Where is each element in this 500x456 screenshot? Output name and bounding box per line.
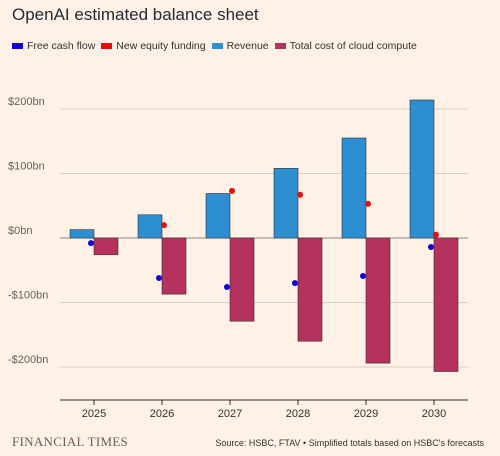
y-tick-label-0: $200bn (8, 96, 45, 108)
y-tick-label-4: -$200bn (8, 354, 48, 366)
free-cash-flow-dot-2027 (224, 284, 230, 291)
new-equity-funding-dot-2029 (365, 200, 371, 207)
new-equity-funding-dot-2026 (161, 222, 167, 229)
legend-swatch-free-cash-flow (12, 43, 23, 49)
legend-swatch-revenue (211, 43, 223, 49)
revenue-bar-2029 (341, 137, 367, 239)
revenue-bar-2026 (137, 214, 163, 239)
legend-item-new-equity-funding: New equity funding (101, 40, 206, 52)
cloud-compute-bar-2026 (161, 237, 187, 295)
new-equity-funding-dot-2030 (433, 231, 439, 238)
legend-item-cloud-compute: Total cost of cloud compute (274, 40, 417, 52)
legend-label-cloud-compute: Total cost of cloud compute (289, 40, 417, 52)
free-cash-flow-dot-2025 (88, 240, 94, 247)
x-tick-label-2029: 2029 (354, 408, 378, 420)
free-cash-flow-dot-2030 (428, 244, 434, 251)
cloud-compute-bar-2029 (365, 237, 391, 364)
revenue-bar-2025 (69, 229, 95, 239)
cloud-compute-bar-2030 (433, 237, 459, 372)
source-note: Source: HSBC, FTAV • Simplified totals b… (215, 438, 484, 448)
legend-label-free-cash-flow: Free cash flow (27, 40, 96, 52)
legend-item-revenue: Revenue (211, 40, 269, 52)
cloud-compute-bar-2027 (229, 237, 255, 322)
cloud-compute-bar-2025 (93, 237, 119, 256)
revenue-bar-2027 (205, 193, 231, 239)
ft-brand: FINANCIAL TIMES (12, 434, 129, 449)
new-equity-funding-dot-2027 (229, 187, 235, 194)
y-tick-label-3: -$100bn (8, 290, 48, 302)
revenue-bar-2030 (409, 99, 435, 239)
x-tick-label-2027: 2027 (218, 408, 242, 420)
legend: Free cash flow New equity funding Revenu… (12, 40, 423, 52)
x-tick-label-2028: 2028 (286, 408, 310, 420)
x-tick-label-2025: 2025 (82, 408, 106, 420)
free-cash-flow-dot-2026 (156, 274, 162, 281)
y-tick-label-2: $0bn (8, 225, 32, 237)
legend-label-revenue: Revenue (226, 40, 269, 52)
legend-item-free-cash-flow: Free cash flow (12, 40, 95, 52)
free-cash-flow-dot-2028 (292, 280, 298, 287)
legend-swatch-new-equity-funding (101, 43, 113, 49)
new-equity-funding-dot-2028 (297, 191, 303, 198)
legend-label-new-equity-funding: New equity funding (116, 40, 206, 52)
x-tick-label-2026: 2026 (150, 408, 174, 420)
legend-swatch-cloud-compute (274, 43, 286, 49)
x-tick-label-2030: 2030 (422, 408, 446, 420)
cloud-compute-bar-2028 (297, 237, 323, 342)
chart-title: OpenAI estimated balance sheet (12, 5, 259, 24)
revenue-bar-2028 (273, 168, 299, 239)
free-cash-flow-dot-2029 (360, 273, 366, 280)
y-tick-label-1: $100bn (8, 161, 45, 173)
